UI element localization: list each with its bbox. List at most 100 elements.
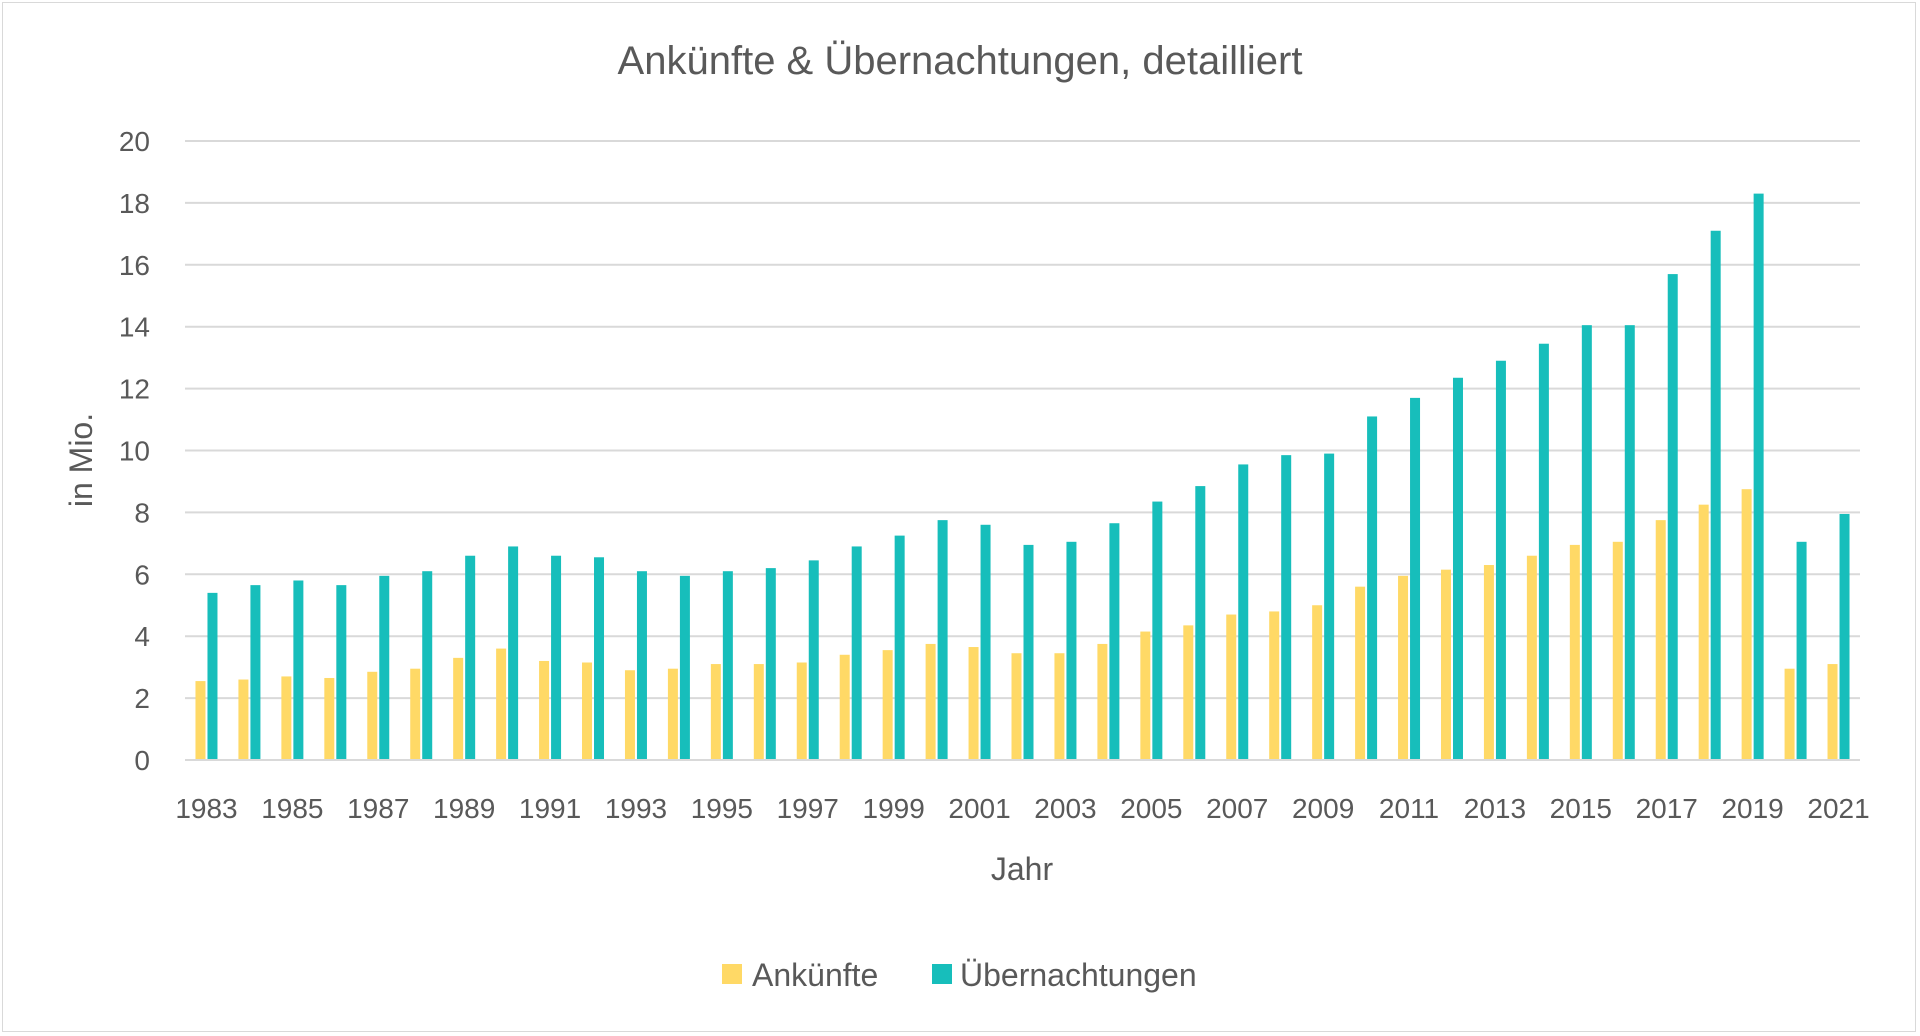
bar-ankuenfte-2019 (1741, 489, 1752, 760)
bar-uebernachtungen-2001 (980, 524, 991, 760)
bar-ankuenfte-2014 (1526, 555, 1537, 760)
y-tick-label: 0 (134, 745, 150, 776)
bar-ankuenfte-2018 (1698, 504, 1709, 760)
x-tick-label: 2015 (1550, 793, 1612, 824)
bar-ankuenfte-2021 (1827, 664, 1838, 760)
legend-label-uebernachtungen: Übernachtungen (960, 957, 1197, 993)
bar-ankuenfte-1985 (281, 676, 292, 760)
bar-ankuenfte-2020 (1784, 668, 1795, 760)
bar-uebernachtungen-2003 (1066, 541, 1077, 760)
x-tick-label: 2001 (948, 793, 1010, 824)
x-tick-label: 1989 (433, 793, 495, 824)
x-tick-label: 1991 (519, 793, 581, 824)
bar-uebernachtungen-2005 (1152, 501, 1163, 760)
bar-ankuenfte-1989 (453, 657, 464, 760)
x-tick-label: 1987 (347, 793, 409, 824)
y-tick-label: 14 (119, 312, 150, 343)
bar-ankuenfte-2013 (1483, 565, 1494, 760)
bar-uebernachtungen-2018 (1710, 230, 1721, 760)
x-tick-label: 2009 (1292, 793, 1354, 824)
bar-uebernachtungen-1990 (508, 546, 519, 760)
y-tick-label: 20 (119, 126, 150, 157)
y-tick-label: 6 (134, 559, 150, 590)
legend-swatch-ankuenfte (722, 964, 742, 984)
bar-uebernachtungen-1997 (808, 560, 819, 760)
x-tick-label: 1995 (691, 793, 753, 824)
bar-uebernachtungen-2008 (1281, 455, 1292, 760)
x-axis-title: Jahr (991, 851, 1054, 887)
bar-uebernachtungen-2015 (1581, 325, 1592, 760)
bar-ankuenfte-2015 (1569, 544, 1580, 760)
bar-ankuenfte-2008 (1269, 611, 1280, 760)
bar-ankuenfte-1997 (796, 662, 807, 760)
x-tick-label: 2013 (1464, 793, 1526, 824)
y-tick-label: 4 (134, 621, 150, 652)
bar-ankuenfte-2003 (1054, 653, 1065, 760)
bar-ankuenfte-2011 (1398, 575, 1409, 760)
x-axis-tick-labels: 1983 1985 1987 1989 1991 1993 1995 1997 1999 2001… (175, 793, 1869, 824)
bar-ankuenfte-2017 (1655, 520, 1666, 760)
bar-uebernachtungen-1993 (636, 571, 647, 760)
bar-uebernachtungen-2002 (1023, 544, 1034, 760)
y-tick-label: 2 (134, 683, 150, 714)
bars (195, 193, 1850, 761)
bar-uebernachtungen-2010 (1367, 416, 1378, 760)
bar-uebernachtungen-2021 (1839, 513, 1850, 760)
bar-uebernachtungen-2007 (1238, 464, 1249, 760)
bar-ankuenfte-1996 (753, 664, 764, 760)
bar-uebernachtungen-1998 (851, 546, 862, 760)
x-tick-label: 2007 (1206, 793, 1268, 824)
bar-ankuenfte-1986 (324, 677, 335, 760)
bar-ankuenfte-2005 (1140, 631, 1151, 760)
bar-ankuenfte-2016 (1612, 541, 1623, 760)
x-tick-label: 1993 (605, 793, 667, 824)
y-tick-label: 8 (134, 497, 150, 528)
bar-uebernachtungen-1987 (379, 575, 390, 760)
bar-uebernachtungen-2016 (1624, 325, 1635, 760)
bar-uebernachtungen-1994 (679, 575, 690, 760)
bar-ankuenfte-2012 (1440, 569, 1451, 760)
gridlines (185, 140, 1860, 700)
x-tick-label: 1999 (863, 793, 925, 824)
bar-uebernachtungen-2004 (1109, 523, 1120, 760)
y-tick-label: 10 (119, 436, 150, 467)
bar-uebernachtungen-2013 (1495, 360, 1506, 760)
x-tick-label: 1985 (261, 793, 323, 824)
bar-uebernachtungen-2011 (1410, 397, 1421, 760)
bar-uebernachtungen-2014 (1538, 343, 1549, 760)
x-tick-label: 2019 (1721, 793, 1783, 824)
bar-ankuenfte-1987 (367, 671, 378, 760)
bar-ankuenfte-1994 (667, 668, 678, 760)
chart-title: Ankünfte & Übernachtungen, detailliert (618, 39, 1303, 83)
bar-ankuenfte-1983 (195, 681, 206, 760)
bar-uebernachtungen-2000 (937, 520, 948, 760)
x-tick-label: 2021 (1807, 793, 1869, 824)
legend-swatch-uebernachtungen (932, 964, 952, 984)
bar-ankuenfte-1999 (882, 650, 893, 760)
bar-uebernachtungen-2006 (1195, 486, 1206, 760)
bar-ankuenfte-1990 (496, 648, 507, 760)
x-tick-label: 2005 (1120, 793, 1182, 824)
bar-uebernachtungen-1995 (722, 571, 733, 760)
bar-uebernachtungen-1983 (207, 592, 218, 760)
bar-ankuenfte-1993 (624, 670, 635, 760)
legend-label-ankuenfte: Ankünfte (752, 957, 878, 993)
bar-uebernachtungen-1988 (422, 571, 433, 760)
bar-ankuenfte-2010 (1355, 586, 1366, 760)
bar-uebernachtungen-1999 (894, 535, 905, 760)
x-tick-label: 1997 (777, 793, 839, 824)
y-axis-tick-labels: 0 2 4 6 8 10 12 14 16 18 20 (119, 126, 150, 776)
bar-ankuenfte-2002 (1011, 653, 1022, 760)
bar-uebernachtungen-1984 (250, 585, 261, 760)
bar-ankuenfte-1984 (238, 679, 249, 760)
bar-ankuenfte-2001 (968, 647, 979, 760)
y-tick-label: 18 (119, 188, 150, 219)
bar-ankuenfte-1988 (410, 668, 421, 760)
x-tick-label: 2003 (1034, 793, 1096, 824)
bar-ankuenfte-2006 (1183, 625, 1194, 760)
bar-uebernachtungen-2017 (1667, 274, 1678, 760)
bar-ankuenfte-1991 (539, 660, 550, 760)
bar-uebernachtungen-1986 (336, 585, 347, 760)
